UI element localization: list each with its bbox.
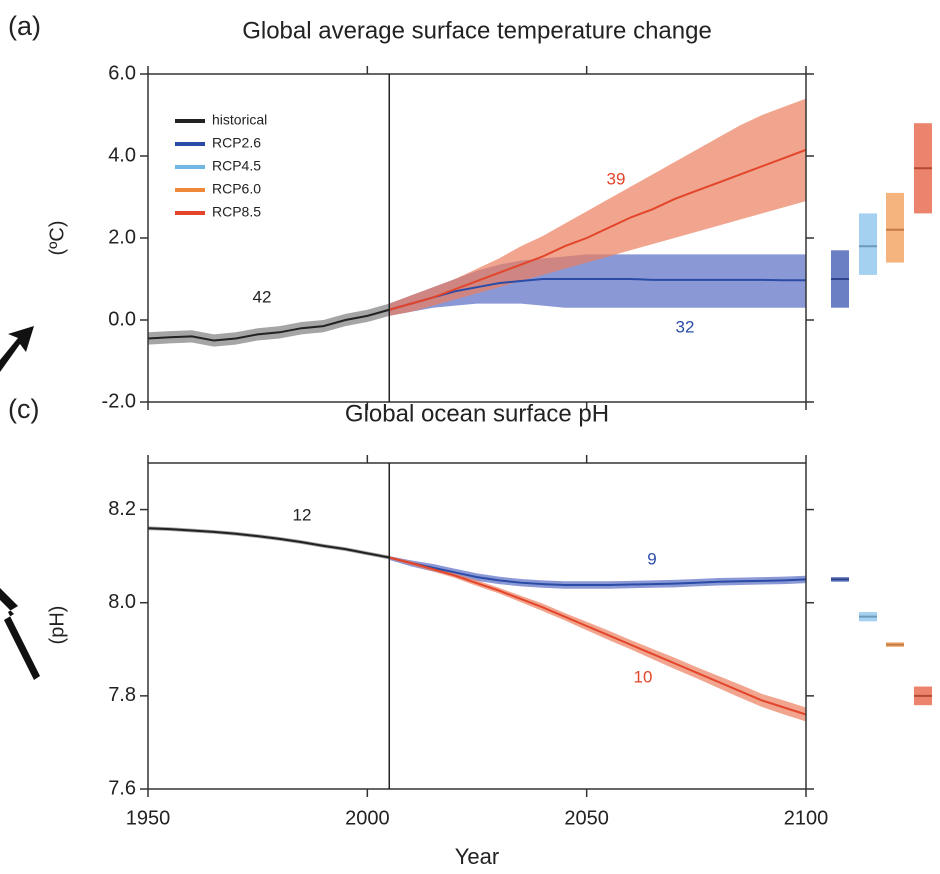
annotation: 32: [676, 317, 695, 336]
chart-title: Global ocean surface pH: [345, 400, 609, 427]
annotation: 39: [607, 169, 626, 188]
y-axis-label: (pH): [46, 606, 68, 645]
legend-label: RCP4.5: [212, 158, 261, 174]
arrow-decoration: [0, 326, 34, 372]
annotation: 10: [634, 667, 653, 686]
series-line: [388, 148, 807, 311]
y-tick-label: 7.6: [108, 777, 136, 799]
annotation: 12: [293, 505, 312, 524]
panel-label: (c): [8, 394, 39, 424]
range-bar: [859, 213, 877, 275]
series-line: [389, 556, 807, 716]
y-tick-label: 2.0: [108, 226, 136, 248]
legend-label: historical: [212, 112, 267, 128]
annotation: 9: [647, 549, 656, 568]
y-tick-label: 4.0: [108, 144, 136, 166]
x-tick-label: 2100: [784, 807, 829, 829]
y-tick-label: 0.0: [108, 308, 136, 330]
y-tick-label: 7.8: [108, 684, 136, 706]
uncertainty-band: [389, 556, 806, 589]
annotation: 42: [253, 287, 272, 306]
series-line: [147, 308, 390, 342]
x-tick-label: 2050: [564, 807, 609, 829]
chart-title: Global average surface temperature chang…: [242, 17, 712, 44]
uncertainty-band: [148, 303, 390, 347]
x-axis-label: Year: [455, 844, 499, 869]
legend-label: RCP2.6: [212, 135, 261, 151]
arrow-decoration: [0, 588, 40, 680]
y-tick-label: -2.0: [102, 390, 136, 412]
y-tick-label: 6.0: [108, 62, 136, 84]
y-tick-label: 8.2: [108, 498, 136, 520]
uncertainty-band: [389, 556, 806, 722]
series-line: [389, 556, 807, 587]
panel-label: (a): [8, 11, 41, 41]
uncertainty-band: [389, 98, 806, 316]
plot-frame: [147, 462, 807, 790]
series-line: [147, 527, 390, 559]
y-tick-label: 8.0: [108, 591, 136, 613]
range-bar: [886, 192, 904, 263]
legend-label: RCP8.5: [212, 204, 261, 220]
x-tick-label: 1950: [126, 807, 171, 829]
x-tick-label: 2000: [345, 807, 390, 829]
y-axis-label: (ºC): [46, 220, 68, 255]
series-line: [388, 278, 806, 311]
legend-label: RCP6.0: [212, 181, 261, 197]
